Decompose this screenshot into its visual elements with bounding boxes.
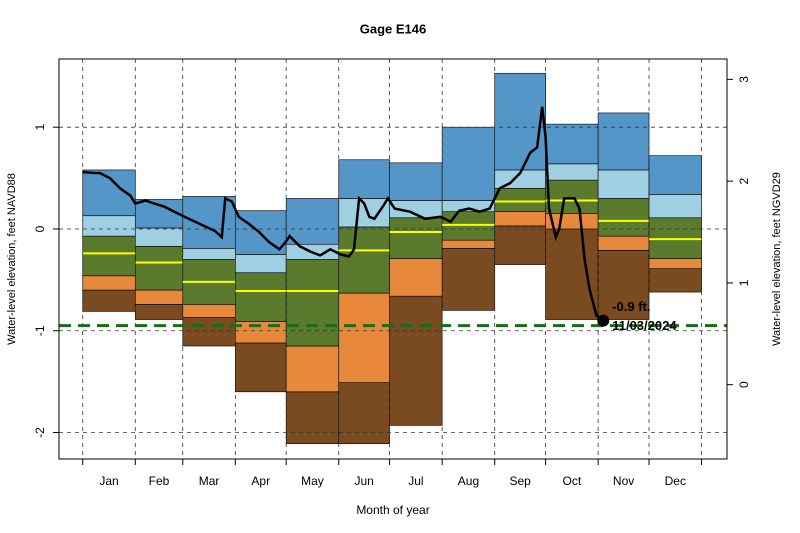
- water-level-line: [82, 106, 604, 322]
- x-tick-label: Nov: [613, 474, 634, 488]
- percentile-band: [389, 162, 443, 201]
- percentile-band: [597, 112, 650, 171]
- percentile-band: [648, 268, 702, 293]
- last-point: [597, 314, 610, 327]
- y-tick-label: 1: [33, 124, 47, 131]
- y2-tick-label: 1: [737, 279, 751, 286]
- percentile-band: [82, 289, 136, 312]
- x-tick-label: Jun: [354, 474, 373, 488]
- percentile-band: [648, 217, 702, 259]
- annotation: 11/03/2024: [612, 318, 677, 333]
- percentile-band: [82, 235, 136, 277]
- percentile-band: [285, 198, 340, 245]
- x-tick-label: Oct: [563, 474, 582, 488]
- percentile-band: [597, 235, 650, 251]
- y2-tick-label: 3: [737, 76, 751, 83]
- percentile-band: [545, 123, 599, 165]
- percentile-band: [545, 163, 599, 181]
- percentile-band: [182, 196, 236, 249]
- percentile-band: [285, 259, 340, 347]
- percentile-band: [545, 228, 599, 320]
- percentile-band: [597, 250, 650, 320]
- percentile-band: [441, 126, 496, 201]
- x-tick-label: Mar: [199, 474, 220, 488]
- x-tick-label: Feb: [149, 474, 170, 488]
- percentile-band: [597, 169, 650, 199]
- percentile-band: [182, 317, 236, 347]
- percentile-band: [389, 217, 443, 259]
- percentile-band: [494, 187, 546, 212]
- percentile-band: [134, 227, 184, 247]
- percentile-band: [494, 211, 546, 227]
- percentile-band: [648, 155, 702, 195]
- percentile-band: [338, 382, 390, 445]
- percentile-band: [441, 248, 496, 311]
- x-tick-label: Sep: [509, 474, 531, 488]
- percentile-band: [235, 342, 287, 393]
- x-tick-label: Jul: [408, 474, 423, 488]
- percentile-band: [134, 303, 184, 320]
- percentile-band: [235, 272, 287, 322]
- percentile-band: [82, 215, 136, 237]
- y2-tick-label: 2: [737, 177, 751, 184]
- percentile-band: [285, 391, 340, 445]
- percentile-band: [441, 239, 496, 249]
- percentile-band: [494, 72, 546, 171]
- y-tick-label: -2: [33, 427, 47, 438]
- chart-title: Gage E146: [360, 21, 427, 36]
- percentile-band: [338, 292, 390, 383]
- plot-frame: [58, 58, 728, 460]
- percentile-band: [545, 179, 599, 215]
- x-tick-label: Jan: [99, 474, 118, 488]
- percentile-band: [338, 226, 390, 294]
- y2-axis-label: Water-level elevation, feet NGVD29: [771, 172, 783, 346]
- percentile-band: [182, 303, 236, 318]
- y-tick-label: -1: [33, 325, 47, 336]
- percentile-band: [134, 245, 184, 291]
- percentile-band: [235, 254, 287, 274]
- x-axis-label: Month of year: [356, 503, 429, 517]
- x-tick-label: Aug: [458, 474, 479, 488]
- percentile-band: [182, 248, 236, 260]
- percentile-band: [441, 211, 496, 241]
- percentile-band: [597, 198, 650, 237]
- x-tick-label: Apr: [251, 474, 270, 488]
- percentile-band: [82, 275, 136, 291]
- y-tick-label: 0: [33, 225, 47, 232]
- percentile-band: [389, 258, 443, 297]
- percentile-band: [648, 194, 702, 219]
- percentile-band: [389, 295, 443, 426]
- percentile-band: [494, 225, 546, 265]
- annotation: -0.9 ft.: [612, 299, 650, 314]
- percentile-band: [338, 159, 390, 199]
- y-axis-label: Water-level elevation, feet NAVD88: [6, 173, 18, 345]
- x-tick-label: May: [301, 474, 324, 488]
- percentile-band: [285, 345, 340, 393]
- x-tick-label: Dec: [665, 474, 686, 488]
- percentile-band: [648, 258, 702, 269]
- percentile-band: [134, 289, 184, 305]
- y2-tick-label: 0: [737, 381, 751, 388]
